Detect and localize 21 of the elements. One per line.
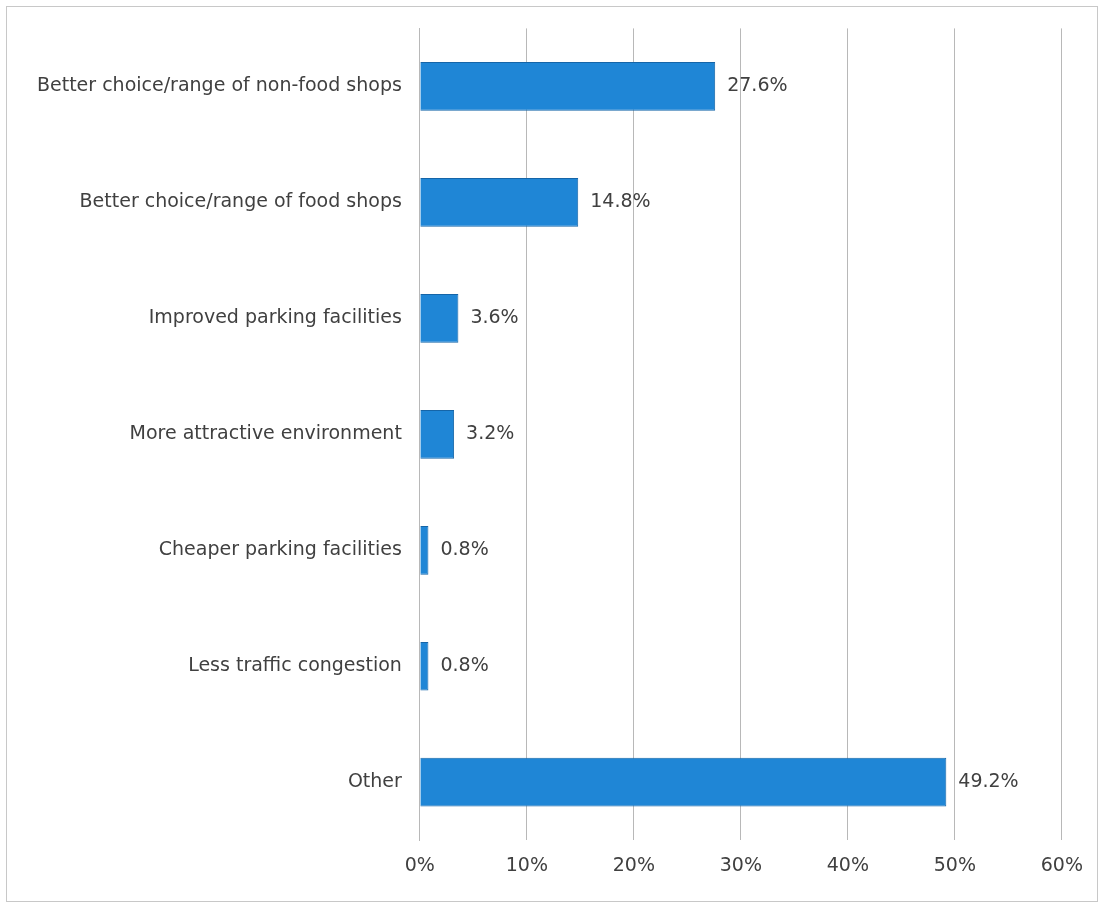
data-label: 0.8% [440, 653, 489, 676]
data-label: 49.2% [958, 769, 1019, 792]
y-tick-label: Cheaper parking facilities [158, 537, 402, 560]
data-label: 0.8% [440, 537, 489, 560]
x-tick-label: 30% [719, 852, 762, 875]
data-label: 3.2% [466, 421, 515, 444]
y-tick-label: More attractive environment [129, 421, 402, 444]
y-tick-label: Improved parking facilities [148, 305, 402, 328]
y-tick-label: Other [347, 769, 403, 792]
x-tick-label: 50% [933, 852, 976, 875]
x-tick-label: 60% [1040, 852, 1083, 875]
y-tick-label: Better choice/range of non-food shops [37, 73, 402, 96]
y-tick-label: Less traffic congestion [188, 653, 402, 676]
data-label: 3.6% [470, 305, 519, 328]
x-tick-label: 0% [404, 852, 435, 875]
x-tick-label: 10% [505, 852, 548, 875]
y-tick-label: Better choice/range of food shops [79, 189, 402, 212]
x-tick-label: 20% [612, 852, 655, 875]
data-label: 14.8% [590, 189, 651, 212]
data-label: 27.6% [727, 73, 788, 96]
x-tick-label: 40% [826, 852, 869, 875]
